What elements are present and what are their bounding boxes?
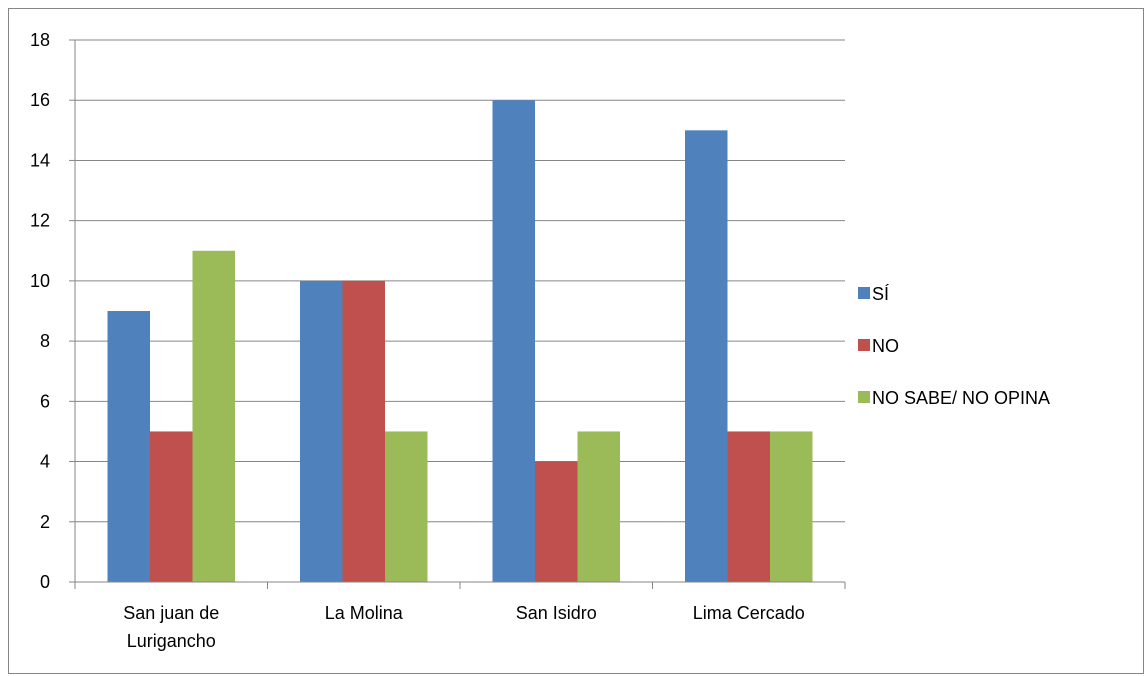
bar xyxy=(300,280,343,582)
bar xyxy=(577,431,620,582)
y-tick-label: 16 xyxy=(30,90,50,110)
x-tick-label: San juan de Lurigancho xyxy=(123,603,219,651)
bar xyxy=(150,431,193,582)
bar xyxy=(492,100,535,582)
y-tick-label: 2 xyxy=(40,512,50,532)
legend: SÍ NO NO SABE/ NO OPINA xyxy=(858,284,1050,408)
y-tick-label: 10 xyxy=(30,271,50,291)
bars xyxy=(107,100,813,583)
bar xyxy=(535,461,578,582)
y-tick-label: 0 xyxy=(40,572,50,592)
y-tick-label: 4 xyxy=(40,452,50,472)
y-tick-label: 14 xyxy=(30,150,50,170)
bar xyxy=(727,431,770,582)
bar xyxy=(107,311,150,582)
x-axis-ticks: San juan de Lurigancho La Molina San Isidro… xyxy=(74,582,846,651)
legend-swatch xyxy=(858,339,870,351)
y-tick-label: 8 xyxy=(40,331,50,351)
legend-label: NO xyxy=(872,336,899,356)
legend-label: SÍ xyxy=(872,284,889,304)
y-tick-label: 18 xyxy=(30,30,50,50)
legend-label: NO SABE/ NO OPINA xyxy=(872,388,1050,408)
y-tick-label: 6 xyxy=(40,391,50,411)
legend-swatch xyxy=(858,391,870,403)
bar xyxy=(192,250,235,582)
bar xyxy=(685,130,728,583)
y-tick-label: 12 xyxy=(30,211,50,231)
x-tick-label: Lima Cercado xyxy=(693,603,805,623)
bar xyxy=(385,431,428,582)
legend-swatch xyxy=(858,287,870,299)
y-axis-ticks: 0 2 4 6 8 10 12 14 16 18 xyxy=(30,30,75,592)
x-tick-label: La Molina xyxy=(325,603,404,623)
x-tick-label: San Isidro xyxy=(516,603,597,623)
bar xyxy=(770,431,813,582)
bar xyxy=(342,280,385,582)
